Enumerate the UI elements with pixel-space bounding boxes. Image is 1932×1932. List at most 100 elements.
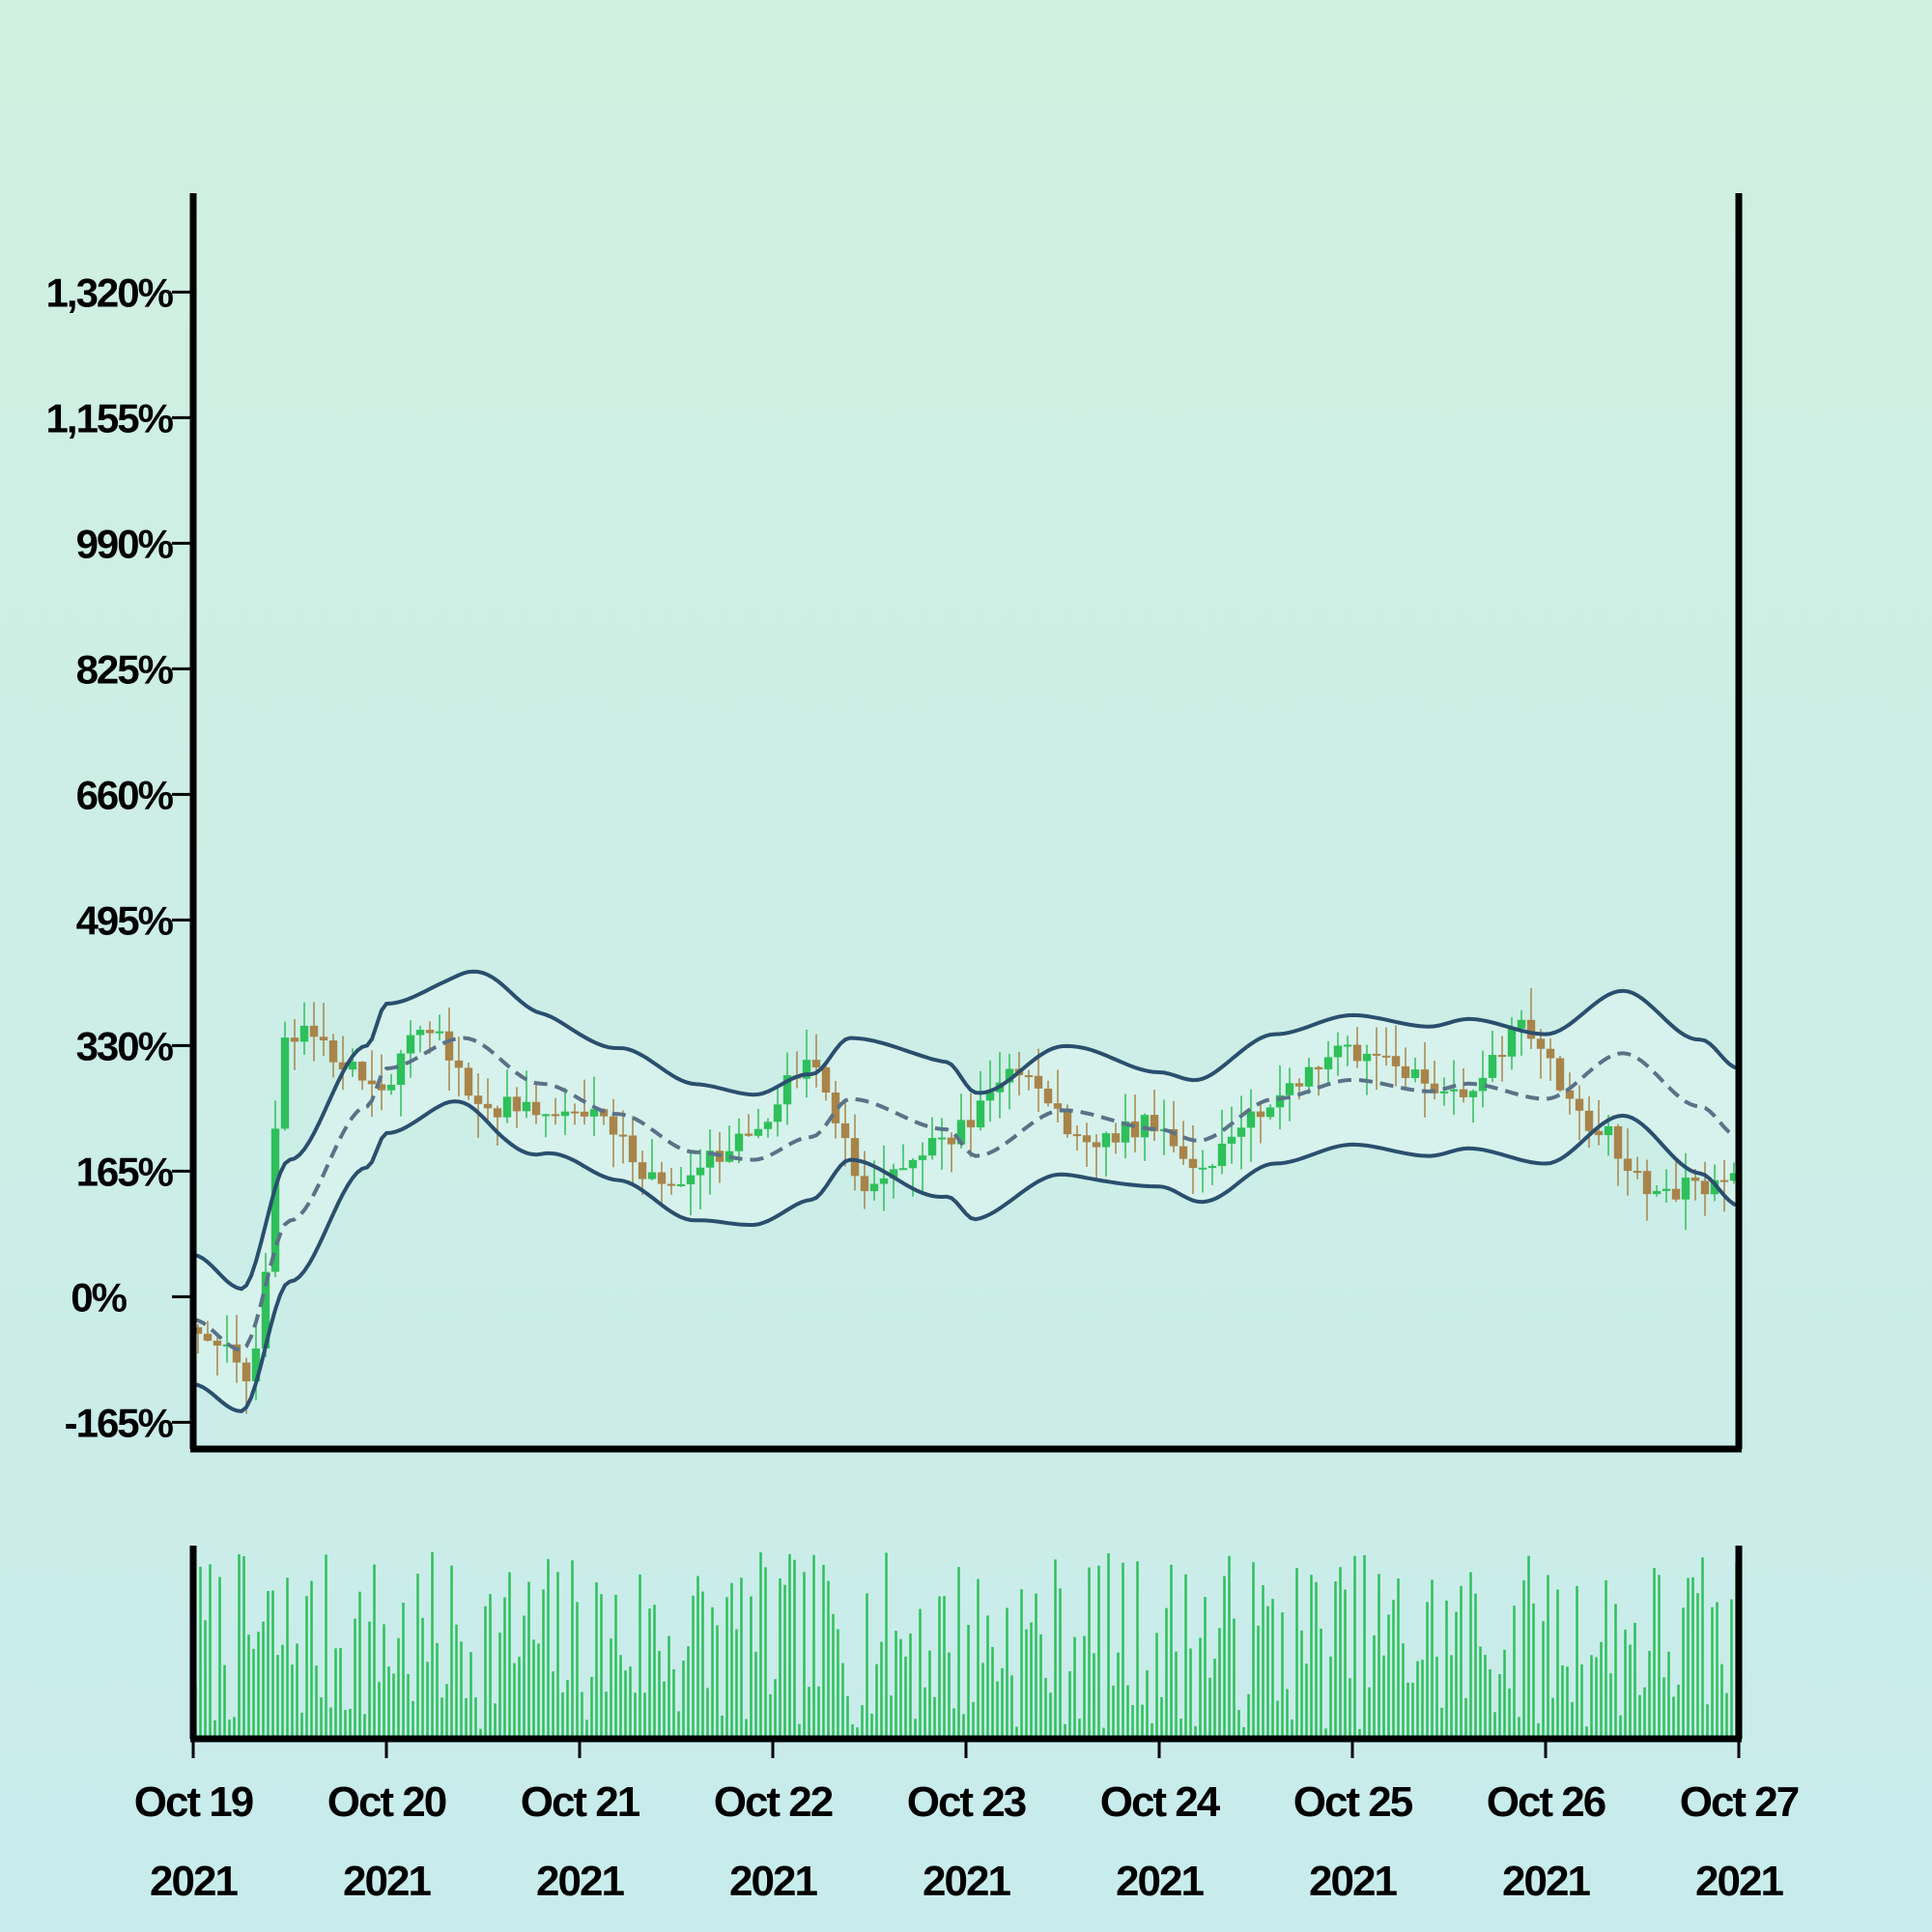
candle <box>1043 1080 1053 1107</box>
candle <box>1565 1072 1575 1115</box>
candle <box>1372 1027 1381 1091</box>
candle <box>1092 1134 1101 1180</box>
x-tick-label-year: 2021 <box>343 1858 431 1905</box>
candle <box>811 1034 821 1088</box>
x-tick-label-date: Oct 23 <box>907 1778 1026 1826</box>
x-tick-label-date: Oct 22 <box>714 1778 833 1826</box>
candle <box>618 1110 628 1164</box>
candle <box>1140 1113 1150 1161</box>
candle <box>657 1161 667 1207</box>
candle <box>1546 1038 1555 1081</box>
candle <box>396 1049 406 1117</box>
candle <box>1034 1048 1043 1113</box>
y-tick-label: 0% <box>71 1274 127 1320</box>
candle <box>763 1118 773 1138</box>
candle <box>1246 1089 1256 1162</box>
candle <box>1362 1044 1372 1095</box>
candle <box>551 1097 560 1125</box>
candle <box>609 1098 618 1168</box>
candle <box>1459 1067 1468 1103</box>
price-panel <box>192 969 1740 1414</box>
candle <box>879 1145 889 1211</box>
candle <box>1130 1094 1140 1152</box>
candle <box>1256 1104 1265 1144</box>
y-tick-label: 1,320% <box>46 270 174 315</box>
candle <box>1594 1099 1604 1146</box>
x-tick-label-year: 2021 <box>729 1858 817 1905</box>
candle <box>367 1050 377 1118</box>
candle <box>1352 1027 1362 1068</box>
candle <box>444 1008 454 1092</box>
candle <box>1488 1030 1497 1083</box>
candle <box>1468 1089 1478 1123</box>
candle <box>705 1129 715 1195</box>
y-tick-label: 990% <box>76 521 174 566</box>
candle <box>415 1025 425 1053</box>
candle <box>840 1101 850 1167</box>
candle <box>889 1163 898 1199</box>
candle <box>328 1034 338 1078</box>
candle <box>213 1336 222 1376</box>
candle <box>676 1167 686 1187</box>
candle <box>1439 1077 1449 1106</box>
x-tick-label-year: 2021 <box>923 1858 1010 1905</box>
candle <box>1526 987 1536 1049</box>
candle <box>898 1144 908 1171</box>
candle <box>1053 1069 1063 1122</box>
bollinger-upper-line <box>192 969 1740 1292</box>
candle <box>473 1073 483 1138</box>
candle <box>1555 1056 1565 1093</box>
candle <box>1236 1095 1246 1170</box>
candle <box>406 1020 415 1078</box>
candle <box>1343 1036 1352 1066</box>
candle <box>1179 1121 1188 1165</box>
candle <box>319 1003 328 1056</box>
candle <box>1285 1067 1294 1122</box>
x-tick-label-date: Oct 19 <box>134 1778 253 1826</box>
candle <box>1671 1158 1681 1203</box>
candle <box>850 1114 860 1191</box>
y-tick-label: 825% <box>76 646 174 692</box>
candle <box>1623 1128 1633 1196</box>
candle <box>1430 1061 1439 1100</box>
x-tick-label-date: Oct 21 <box>521 1778 640 1826</box>
candle <box>1401 1047 1410 1089</box>
candle <box>348 1048 357 1077</box>
candle <box>1575 1085 1584 1141</box>
candle <box>1729 1162 1739 1184</box>
candle <box>1478 1050 1488 1108</box>
candle <box>1662 1169 1671 1204</box>
candle <box>1082 1122 1092 1167</box>
candle <box>1101 1131 1111 1178</box>
y-tick-label: 660% <box>76 772 174 817</box>
candle <box>1642 1159 1652 1221</box>
moving-average-line <box>192 1036 1740 1352</box>
candle <box>1584 1095 1594 1149</box>
candle <box>1150 1089 1159 1141</box>
candle <box>1121 1094 1130 1159</box>
x-tick-label-year: 2021 <box>1309 1858 1397 1905</box>
candle <box>1323 1040 1333 1085</box>
candle <box>956 1094 966 1149</box>
candle <box>918 1142 927 1194</box>
candle <box>773 1085 782 1137</box>
candle <box>744 1114 753 1137</box>
candle <box>1198 1150 1208 1193</box>
x-tick-label-date: Oct 26 <box>1487 1778 1605 1826</box>
y-tick-label: -165% <box>65 1400 174 1445</box>
candle <box>821 1062 831 1101</box>
candle <box>560 1087 570 1135</box>
candle <box>686 1150 696 1216</box>
x-tick-label-year: 2021 <box>1502 1858 1590 1905</box>
candle <box>483 1078 493 1123</box>
candle <box>1072 1124 1082 1151</box>
candle <box>734 1118 744 1164</box>
candle <box>1700 1161 1710 1216</box>
candle <box>1652 1184 1662 1197</box>
candle <box>1333 1032 1343 1076</box>
x-tick-label-year: 2021 <box>150 1858 238 1905</box>
candle <box>1633 1156 1642 1179</box>
y-tick-label: 165% <box>76 1149 174 1194</box>
candle <box>1227 1106 1236 1164</box>
